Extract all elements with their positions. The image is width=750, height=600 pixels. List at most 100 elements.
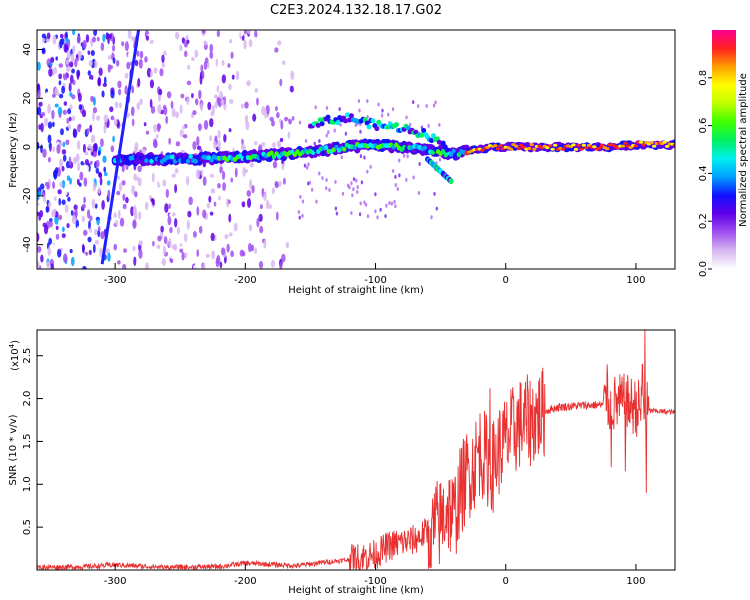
- noise-blob: [217, 129, 221, 139]
- noise-blob: [68, 116, 72, 122]
- noise-blob: [47, 134, 52, 144]
- noise-blob: [144, 56, 148, 63]
- noise-blob: [52, 121, 55, 128]
- upper-branch-blob: [364, 120, 370, 126]
- noise-blob: [89, 160, 93, 165]
- noise-blob: [247, 30, 251, 35]
- main-track-core: [545, 146, 550, 150]
- noise-blob: [40, 122, 44, 133]
- noise-blob: [195, 261, 198, 268]
- noise-blob: [121, 180, 126, 186]
- upper-branch-blob: [430, 133, 436, 139]
- noise-blob: [176, 226, 181, 235]
- noise-blob: [65, 139, 70, 146]
- noise-blob: [164, 203, 169, 213]
- main-track-core: [451, 148, 456, 154]
- noise-blob: [184, 50, 188, 58]
- main-track-core: [662, 140, 667, 144]
- noise-blob: [398, 173, 401, 178]
- noise-blob: [380, 113, 384, 118]
- main-track-core: [144, 158, 149, 164]
- main-track-core: [599, 144, 605, 148]
- noise-blob: [204, 57, 209, 64]
- noise-blob: [285, 241, 290, 249]
- noise-blob: [243, 39, 247, 50]
- noise-blob: [259, 245, 263, 255]
- noise-blob: [83, 196, 86, 204]
- noise-blob: [107, 55, 113, 60]
- noise-blob: [433, 191, 436, 196]
- noise-blob: [99, 177, 103, 186]
- noise-blob: [119, 217, 125, 227]
- noise-blob: [253, 200, 259, 206]
- noise-blob: [369, 164, 372, 169]
- upper-branch-blob: [345, 112, 351, 118]
- noise-blob: [334, 179, 337, 184]
- noise-blob: [64, 204, 69, 214]
- upper-branch-blob: [348, 113, 354, 119]
- noise-blob: [209, 51, 214, 59]
- noise-blob: [338, 107, 341, 112]
- noise-blob: [56, 49, 60, 56]
- noise-blob: [61, 149, 67, 155]
- spectrogram-x-ticks: -300 -200 -100 0 100: [104, 263, 645, 286]
- noise-blob: [366, 214, 370, 219]
- noise-blob: [254, 88, 259, 93]
- noise-blob: [304, 138, 308, 143]
- noise-blob: [37, 160, 40, 169]
- noise-blob: [195, 169, 201, 180]
- noise-blob: [438, 157, 442, 162]
- noise-blob: [179, 44, 183, 52]
- noise-blob: [68, 82, 72, 93]
- noise-blob: [76, 35, 81, 44]
- noise-blob: [201, 239, 205, 248]
- noise-blob: [49, 142, 52, 152]
- noise-blob: [70, 239, 74, 250]
- noise-blob: [43, 117, 49, 127]
- noise-blob: [94, 239, 99, 245]
- noise-blob: [325, 177, 328, 182]
- noise-blob: [48, 237, 53, 245]
- noise-blob: [385, 203, 388, 208]
- noise-blob: [103, 166, 107, 173]
- noise-blob: [180, 240, 185, 245]
- noise-blob: [58, 214, 63, 221]
- noise-blob: [313, 141, 316, 146]
- noise-blob: [39, 183, 45, 190]
- upper-branch-blob: [325, 114, 331, 120]
- noise-blob: [219, 165, 223, 174]
- noise-blob: [74, 208, 78, 218]
- noise-blob: [153, 124, 158, 133]
- colorbar-gradient: [712, 30, 736, 269]
- noise-blob: [416, 104, 420, 109]
- noise-blob: [81, 203, 86, 209]
- noise-blob: [52, 181, 56, 190]
- noise-blob: [359, 201, 362, 206]
- noise-blob: [74, 58, 78, 68]
- noise-blob: [308, 180, 311, 185]
- noise-blob: [67, 196, 71, 202]
- noise-blob: [122, 203, 127, 210]
- noise-blob: [90, 145, 94, 153]
- noise-blob: [77, 50, 82, 60]
- colorbar-tick-label: 0.4: [698, 165, 709, 181]
- main-track-core: [516, 147, 521, 151]
- noise-blob: [246, 198, 252, 208]
- noise-blob: [248, 224, 253, 232]
- noise-blob: [226, 243, 230, 253]
- noise-blob: [83, 177, 88, 187]
- noise-blob: [202, 246, 207, 253]
- noise-blob: [94, 228, 98, 236]
- noise-blob: [277, 40, 282, 46]
- noise-blob: [139, 50, 144, 59]
- spectrogram-y-tick-label: 0: [22, 144, 33, 150]
- noise-blob: [57, 106, 63, 116]
- noise-blob: [249, 162, 254, 168]
- noise-blob: [246, 80, 251, 87]
- noise-blob: [132, 220, 136, 227]
- noise-blob: [63, 253, 68, 264]
- noise-blob: [149, 98, 153, 108]
- noise-blob: [150, 105, 156, 114]
- noise-blob: [65, 31, 68, 39]
- main-track-core: [623, 141, 628, 145]
